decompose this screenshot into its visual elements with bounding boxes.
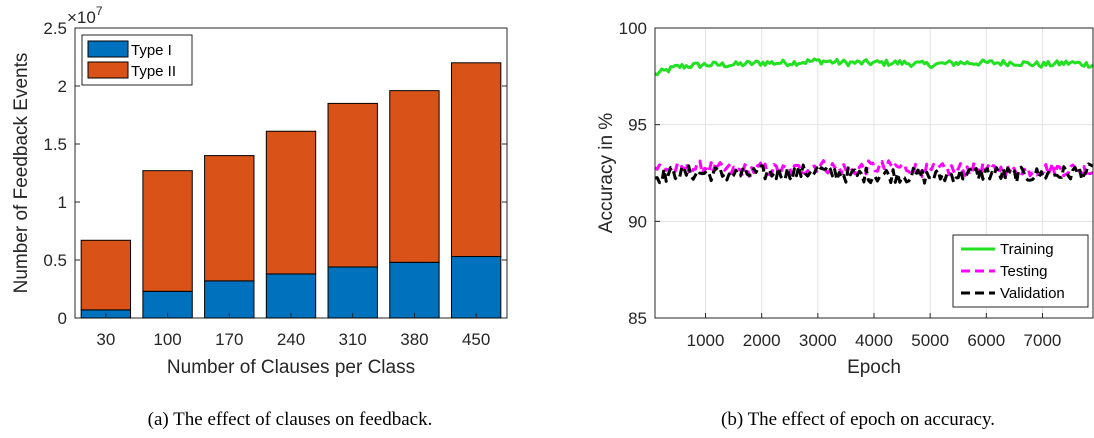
chart-b-legend: Training Testing Validation: [952, 234, 1089, 308]
x-tick-label: 1000: [687, 331, 725, 350]
y-tick-label: 2.5: [43, 19, 67, 38]
y-tick-label: 95: [628, 116, 647, 135]
chart-b-x-axis-label: Epoch: [847, 357, 901, 378]
x-tick-label: 310: [339, 330, 367, 349]
bar-type-ii-450: [450, 62, 502, 258]
x-tick-label: 100: [153, 330, 181, 349]
x-tick-label: 6000: [967, 331, 1005, 350]
y-tick-label: 85: [628, 309, 647, 328]
x-tick-label: 170: [215, 330, 243, 349]
chart-a-x-axis-label: Number of Clauses per Class: [167, 357, 415, 378]
chart-b-x-ticks: 1000 2000 3000 4000 5000 6000 7000: [687, 313, 1062, 350]
x-tick-label: 380: [400, 330, 428, 349]
x-tick-label: 5000: [911, 331, 949, 350]
chart-b-lines: [654, 57, 1094, 185]
chart-a-exponent-label: ×107: [67, 4, 103, 27]
bar-type-ii-30: [80, 239, 132, 311]
x-tick-label: 4000: [855, 331, 893, 350]
bar-type-i-310: [327, 266, 378, 319]
bar-type-ii-170: [204, 155, 255, 282]
bar-type-ii-380: [389, 90, 440, 263]
legend-swatch: [87, 61, 129, 79]
bar-type-ii-100: [142, 170, 193, 292]
y-tick-label: 0: [58, 309, 67, 328]
bar-type-i-380: [389, 261, 440, 319]
bar-type-i-240: [265, 273, 317, 319]
x-tick-label: 2000: [743, 331, 781, 350]
y-tick-label: 90: [628, 212, 647, 231]
legend-entry: Type I: [131, 42, 172, 59]
legend-entry: Testing: [1000, 263, 1048, 280]
bar-type-ii-310: [327, 102, 378, 268]
y-tick-label: 100: [619, 19, 647, 38]
y-tick-label: 0.5: [43, 251, 67, 270]
series-line-testing: [654, 159, 1094, 179]
y-tick-label: 2: [58, 77, 67, 96]
y-tick-label: 1: [58, 193, 67, 212]
chart-accuracy: 85 90 95 100 1000 2000 3000 4000 5000 6000 7000 E…: [596, 19, 1094, 430]
chart-a-y-axis-label: Number of Feedback Events: [11, 53, 32, 294]
series-line-training: [654, 57, 1094, 77]
chart-b-y-axis-label: Accuracy in %: [596, 113, 617, 233]
chart-b-caption: (b) The effect of epoch on accuracy.: [721, 409, 995, 430]
bar-type-i-450: [450, 256, 502, 319]
chart-a-bars: [80, 62, 502, 319]
legend-entry: Validation: [1000, 285, 1065, 302]
x-tick-label: 7000: [1024, 331, 1062, 350]
chart-feedback-events: 0 0.5 1 1.5 2 2.5 30 100 170 240 310 380 450 ×107 N…: [11, 4, 508, 430]
chart-a-legend: Type I Type II: [81, 34, 193, 86]
chart-a-caption: (a) The effect of clauses on feedback.: [148, 409, 433, 430]
bar-type-i-170: [204, 280, 255, 319]
x-tick-label: 30: [96, 330, 115, 349]
chart-a-x-ticks: 30 100 170 240 310 380 450: [96, 313, 490, 349]
chart-a-y-ticks: 0 0.5 1 1.5 2 2.5: [43, 19, 507, 328]
legend-entry: Training: [1000, 241, 1054, 258]
legend-swatch: [87, 40, 129, 58]
series-line-validation: [654, 162, 1094, 185]
y-tick-label: 1.5: [43, 135, 67, 154]
x-tick-label: 240: [277, 330, 305, 349]
x-tick-label: 3000: [799, 331, 837, 350]
legend-entry: Type II: [131, 63, 176, 80]
bar-type-ii-240: [265, 130, 317, 275]
x-tick-label: 450: [462, 330, 490, 349]
chart-b-y-ticks: 85 90 95 100: [619, 19, 660, 328]
